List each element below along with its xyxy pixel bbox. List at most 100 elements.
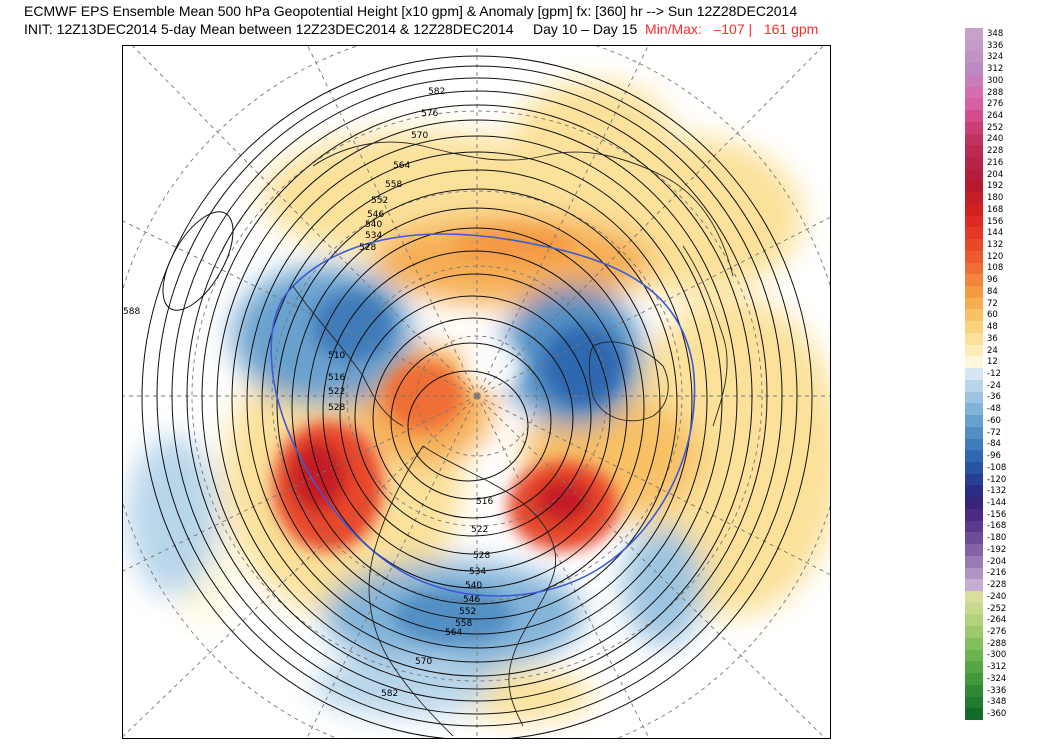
chart-title: ECMWF EPS Ensemble Mean 500 hPa Geopoten… [24, 3, 798, 19]
colorbar-label: -216 [987, 568, 1007, 579]
colorbar-swatch [965, 145, 983, 158]
colorbar-label: 288 [987, 87, 1004, 98]
contour-line [390, 342, 552, 500]
colorbar-label: -144 [987, 498, 1007, 509]
contour-line [339, 273, 611, 555]
colorbar-label: -108 [987, 462, 1007, 473]
colorbar-label: 108 [987, 263, 1004, 274]
contour-label: 576 [421, 109, 438, 119]
colorbar-label: -240 [987, 591, 1007, 602]
colorbar-swatch [965, 63, 983, 76]
colorbar-label: 48 [987, 322, 998, 333]
coastline-east-asia [292, 285, 404, 427]
colorbar-label: 336 [987, 40, 1004, 51]
colorbar-label: -228 [987, 580, 1007, 591]
colorbar-label: 168 [987, 204, 1004, 215]
colorbar-swatch [965, 39, 983, 52]
coastlines [292, 141, 734, 737]
colorbar-label: 84 [987, 286, 998, 297]
contour-label: 552 [459, 607, 476, 617]
colorbar-label: 180 [987, 193, 1004, 204]
contour-label: 528 [328, 403, 345, 413]
colorbar-label: 312 [987, 64, 1004, 75]
colorbar-label: -48 [987, 404, 1001, 415]
colorbar-swatch [965, 110, 983, 123]
meridian [307, 46, 478, 397]
colorbar-label: -348 [987, 697, 1007, 708]
anomaly-core-siberia-band [453, 228, 573, 264]
colorbar-swatch [965, 614, 983, 627]
colorbar-label: -276 [987, 627, 1007, 638]
meridian [132, 46, 478, 397]
colorbar-swatch [965, 696, 983, 709]
contour-label: 534 [469, 567, 486, 577]
colorbar-swatch [965, 321, 983, 334]
colorbar-label: 276 [987, 99, 1004, 110]
colorbar-swatch [965, 450, 983, 463]
contour-label: 528 [359, 243, 376, 253]
colorbar-swatch [965, 262, 983, 275]
colorbar-swatch [965, 461, 983, 475]
colorbar-label: 120 [987, 251, 1004, 262]
contour-line [307, 227, 645, 589]
contour-line [171, 77, 783, 715]
meridian [476, 395, 830, 575]
meridian [306, 395, 478, 738]
colorbar [965, 28, 983, 721]
colorbar-swatch [965, 649, 983, 662]
colorbar-swatch [965, 157, 983, 170]
colorbar-label: 36 [987, 333, 998, 344]
contour-label: 582 [381, 689, 398, 699]
colorbar-label: -192 [987, 544, 1007, 555]
contour-line [276, 188, 678, 620]
contour-label: 534 [365, 231, 382, 241]
colorbar-swatch [965, 74, 983, 88]
colorbar-swatch [965, 555, 983, 568]
colorbar-swatch [965, 626, 983, 639]
colorbar-swatch [965, 133, 983, 146]
contour-label: 522 [471, 525, 488, 535]
meridian [476, 395, 826, 738]
coastline-north-america-west [368, 445, 454, 737]
colorbar-swatch [965, 708, 983, 721]
colorbar-label: -312 [987, 662, 1007, 673]
colorbar-label: -36 [987, 392, 1001, 403]
colorbar-swatch [965, 661, 983, 674]
colorbar-swatch [965, 239, 983, 252]
colorbar-swatch [965, 473, 983, 486]
contour-label: 588 [123, 307, 140, 317]
contour-line [322, 250, 628, 572]
colorbar-label: 204 [987, 169, 1004, 180]
colorbar-swatch [965, 98, 983, 111]
colorbar-swatch [965, 286, 983, 299]
colorbar-swatch [965, 332, 983, 346]
colorbar-label: 24 [987, 345, 998, 356]
meridian [476, 46, 649, 397]
colorbar-swatch [965, 168, 983, 181]
colorbar-swatch [965, 637, 983, 651]
colorbar-label: -360 [987, 709, 1007, 720]
coastline-north-america-east [422, 445, 557, 727]
colorbar-label: -12 [987, 369, 1001, 379]
colorbar-label: -96 [987, 451, 1001, 462]
colorbar-swatch [965, 274, 983, 287]
colorbar-swatch [965, 309, 983, 322]
anomaly-core-north-america [393, 588, 513, 644]
colorbar-swatch [965, 121, 983, 135]
colorbar-label: -252 [987, 603, 1007, 614]
contour-label: 552 [371, 196, 388, 206]
contour-line [186, 90, 768, 702]
colorbar-label: -300 [987, 650, 1007, 661]
contour-label: 516 [476, 497, 493, 507]
colorbar-swatch [965, 391, 983, 404]
colorbar-label: 156 [987, 216, 1004, 227]
colorbar-swatch [965, 520, 983, 533]
colorbar-swatch [965, 532, 983, 545]
colorbar-swatch [965, 415, 983, 428]
colorbar-swatch [965, 227, 983, 240]
contour-line [354, 295, 592, 537]
contour-label: 570 [411, 131, 428, 141]
colorbar-swatch [965, 579, 983, 592]
polar-stereographic-map: 582 576 570 564 558 552 546 540 534 528 … [122, 45, 831, 739]
colorbar-label: 324 [987, 52, 1004, 63]
